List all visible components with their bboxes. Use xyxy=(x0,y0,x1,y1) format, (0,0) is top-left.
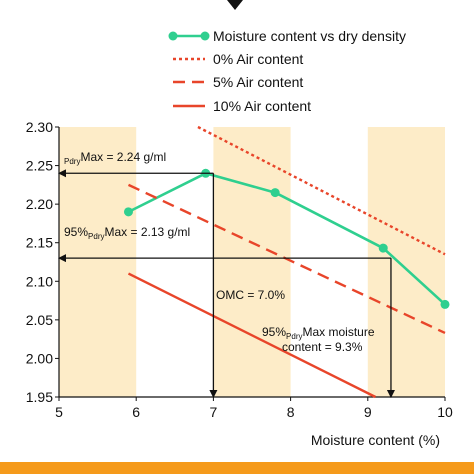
series-line-3 xyxy=(127,272,377,399)
series-line-1 xyxy=(197,125,446,256)
annotation-ninety-five-moisture-line2: content = 9.3% xyxy=(282,340,363,354)
background-band-0 xyxy=(59,127,137,397)
y-tick-label: 2.05 xyxy=(26,312,53,328)
legend-label: 5% Air content xyxy=(213,74,303,90)
bottom-accent-bar xyxy=(0,462,474,474)
annotation-ninety-five-moisture-line1: 95%PdryMax moisture xyxy=(262,325,375,341)
x-tick-label: 9 xyxy=(364,404,372,420)
y-tick-label: 1.95 xyxy=(26,389,53,405)
legend-marker xyxy=(200,31,210,41)
annotation-ninety-five-max: 95%PdryMax = 2.13 g/ml xyxy=(64,225,190,241)
x-tick-label: 5 xyxy=(55,404,63,420)
background-band-2 xyxy=(367,127,445,397)
x-tick-label: 8 xyxy=(287,404,295,420)
series-line-2 xyxy=(127,183,446,335)
guide-arrows xyxy=(58,169,395,398)
axes: 2.30 2.25 2.20 2.15 2.10 2.05 2.00 1.955 6 7 8 9 10 xyxy=(26,119,453,420)
x-tick-label: 7 xyxy=(210,404,218,420)
x-axis-label: Moisture content (%) xyxy=(311,432,440,448)
legend-label: 0% Air content xyxy=(213,51,303,67)
data-point xyxy=(270,188,280,198)
y-tick-label: 2.30 xyxy=(26,119,53,135)
data-point xyxy=(440,299,450,309)
x-tick-label: 10 xyxy=(437,404,453,420)
y-tick-label: 2.00 xyxy=(26,350,53,366)
legend-label: Moisture content vs dry density xyxy=(213,28,406,44)
y-tick-label: 2.25 xyxy=(26,158,53,174)
annotation-max-dry-density: PdryMax = 2.24 g/ml xyxy=(64,150,166,166)
legend: Moisture content vs dry density 0% Air co… xyxy=(168,28,406,114)
annotation-omc: OMC = 7.0% xyxy=(216,288,285,302)
background-band-1 xyxy=(213,127,291,397)
y-tick-label: 2.20 xyxy=(26,196,53,212)
data-point xyxy=(123,207,133,217)
top-down-triangle-icon xyxy=(227,0,243,10)
background-bands xyxy=(59,127,445,397)
x-tick-label: 6 xyxy=(132,404,140,420)
legend-label: 10% Air content xyxy=(213,98,311,114)
data-point xyxy=(378,243,388,253)
y-tick-label: 2.15 xyxy=(26,235,53,251)
legend-marker xyxy=(168,31,178,41)
y-tick-label: 2.10 xyxy=(26,273,53,289)
